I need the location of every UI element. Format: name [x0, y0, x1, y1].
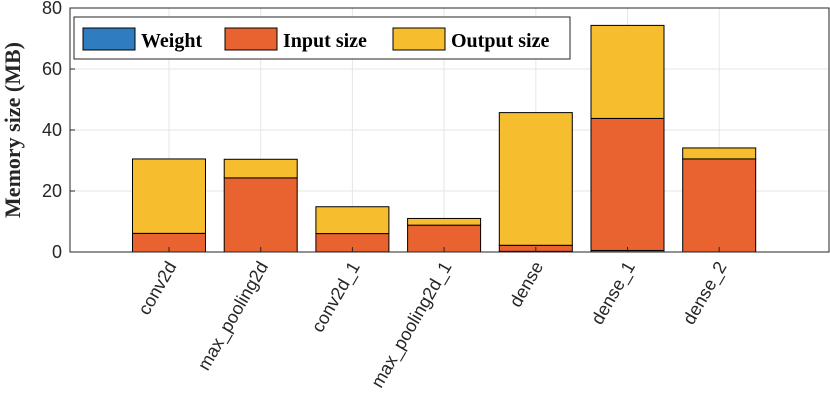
bar-input-size-max-pooling2d [223, 177, 298, 253]
legend-swatch-input-size [224, 27, 278, 51]
legend: Weight Input size Output size [73, 16, 571, 60]
x-tick-label: max_pooling2d_1 [367, 258, 456, 392]
bar-output-size-max-pooling2d-1 [407, 217, 482, 226]
legend-label-weight: Weight [141, 30, 202, 52]
y-tick-label: 0 [52, 242, 62, 262]
bar-input-size-dense-1 [590, 117, 665, 251]
x-axis-ticks: conv2d max_pooling2d conv2d_1 max_pooling2d… [134, 247, 732, 392]
x-tick-label: conv2d [134, 258, 180, 318]
legend-label-output-size: Output size [451, 30, 549, 52]
x-tick-label: dense_2 [679, 258, 732, 328]
y-tick-label: 40 [42, 120, 62, 140]
bar-output-size-conv2d [132, 158, 206, 234]
y-tick-label: 60 [42, 59, 62, 79]
bar-output-size-dense-2 [682, 147, 757, 160]
y-tick-label: 80 [42, 0, 62, 18]
legend-swatch-output-size [392, 27, 446, 51]
bar-output-size-conv2d-1 [315, 206, 390, 235]
bar-output-size-dense [498, 112, 573, 246]
y-axis-label: Memory size (MB) [0, 42, 25, 218]
x-tick-label: dense_1 [587, 258, 640, 328]
bars [132, 24, 757, 253]
legend-box [73, 16, 571, 60]
bar-input-size-dense-2 [682, 158, 757, 253]
bar-output-size-dense-1 [590, 24, 665, 119]
bar-output-size-max-pooling2d [223, 158, 298, 179]
x-tick-label: max_pooling2d [194, 258, 273, 374]
legend-label-input-size: Input size [283, 30, 367, 52]
y-axis-ticks: 0 20 40 60 80 [42, 0, 75, 262]
y-tick-label: 20 [42, 181, 62, 201]
x-tick-label: dense [505, 258, 547, 310]
legend-swatch-weight [82, 27, 136, 51]
x-tick-label: conv2d_1 [308, 258, 365, 336]
